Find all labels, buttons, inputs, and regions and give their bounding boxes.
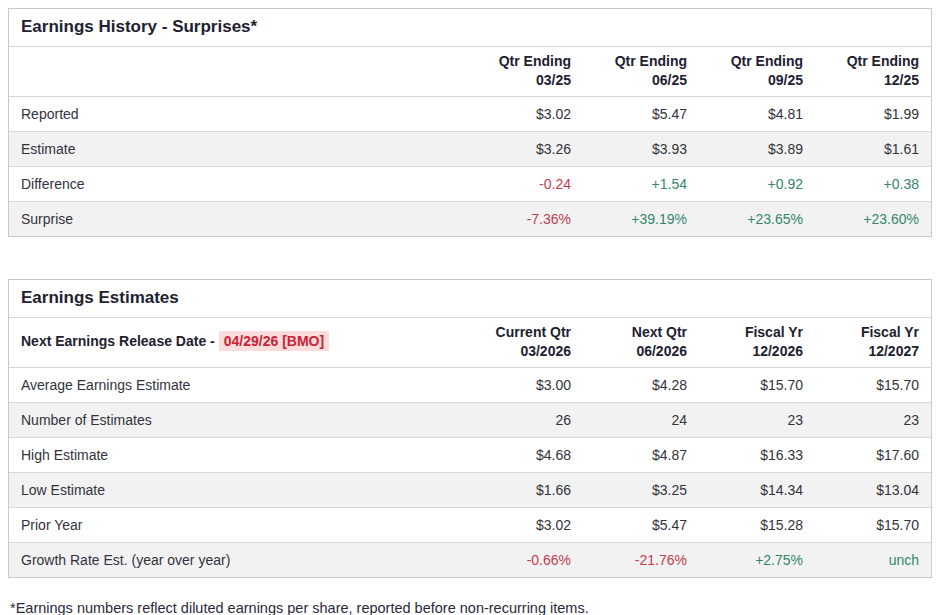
value-cell: 23 [699,402,815,437]
column-header-line1: Qtr Ending [479,52,571,71]
value-cell: -0.24 [467,166,583,201]
value-cell: +39.19% [583,201,699,236]
value-cell: +0.38 [815,166,931,201]
column-header: Qtr Ending03/25 [467,47,583,96]
value-cell: $15.70 [815,507,931,542]
earnings-history-title: Earnings History - Surprises* [9,9,931,47]
value-cell: +1.54 [583,166,699,201]
value-cell: -7.36% [467,201,583,236]
value-cell: 24 [583,402,699,437]
value-cell: $3.25 [583,472,699,507]
release-date-value: 04/29/26 [BMO] [219,331,329,351]
column-header-row: Qtr Ending03/25Qtr Ending06/25Qtr Ending… [9,47,931,96]
column-header-line1: Fiscal Yr [827,323,919,342]
value-cell: $5.47 [583,507,699,542]
table-row: Average Earnings Estimate$3.00$4.28$15.7… [9,367,931,402]
column-header: Qtr Ending06/25 [583,47,699,96]
value-cell: $3.02 [467,96,583,131]
table-row: Difference-0.24+1.54+0.92+0.38 [9,166,931,201]
value-cell: $17.60 [815,437,931,472]
table-row: Growth Rate Est. (year over year)-0.66%-… [9,542,931,577]
value-cell: $4.68 [467,437,583,472]
value-cell: $15.70 [815,367,931,402]
column-header-row: Next Earnings Release Date -04/29/26 [BM… [9,318,931,367]
value-cell: $1.66 [467,472,583,507]
release-date-label: Next Earnings Release Date - [21,333,215,349]
value-cell: +2.75% [699,542,815,577]
value-cell: 26 [467,402,583,437]
value-cell: +0.92 [699,166,815,201]
column-header-line1: Qtr Ending [827,52,919,71]
earnings-history-table: Qtr Ending03/25Qtr Ending06/25Qtr Ending… [9,47,931,236]
value-cell: $1.61 [815,131,931,166]
column-header: Qtr Ending12/25 [815,47,931,96]
value-cell: $15.28 [699,507,815,542]
row-label: High Estimate [9,437,467,472]
column-header: Fiscal Yr12/2026 [699,318,815,367]
row-label: Surprise [9,201,467,236]
column-header-line1: Next Qtr [595,323,687,342]
row-label: Low Estimate [9,472,467,507]
row-label: Difference [9,166,467,201]
column-header-line1: Fiscal Yr [711,323,803,342]
value-cell: $3.93 [583,131,699,166]
earnings-estimates-title: Earnings Estimates [9,280,931,318]
row-label: Average Earnings Estimate [9,367,467,402]
row-label: Number of Estimates [9,402,467,437]
column-header: Current Qtr03/2026 [467,318,583,367]
value-cell: -0.66% [467,542,583,577]
value-cell: $1.99 [815,96,931,131]
table-row: Number of Estimates26242323 [9,402,931,437]
table-row: Low Estimate$1.66$3.25$14.34$13.04 [9,472,931,507]
column-header-line2: 06/2026 [595,342,687,361]
column-header: Next Qtr06/2026 [583,318,699,367]
value-cell: unch [815,542,931,577]
value-cell: +23.60% [815,201,931,236]
column-header: Qtr Ending09/25 [699,47,815,96]
value-cell: $4.81 [699,96,815,131]
value-cell: +23.65% [699,201,815,236]
column-header-line2: 03/25 [479,71,571,90]
column-header: Fiscal Yr12/2027 [815,318,931,367]
table-row: Prior Year$3.02$5.47$15.28$15.70 [9,507,931,542]
header-left-cell [9,47,467,96]
row-label: Prior Year [9,507,467,542]
column-header-line1: Qtr Ending [711,52,803,71]
earnings-estimates-section: Earnings Estimates Next Earnings Release… [8,279,932,578]
value-cell: $15.70 [699,367,815,402]
column-header-line2: 09/25 [711,71,803,90]
earnings-estimates-table: Next Earnings Release Date -04/29/26 [BM… [9,318,931,577]
value-cell: $3.89 [699,131,815,166]
table-row: Reported$3.02$5.47$4.81$1.99 [9,96,931,131]
value-cell: $5.47 [583,96,699,131]
value-cell: $16.33 [699,437,815,472]
header-left-cell: Next Earnings Release Date -04/29/26 [BM… [9,318,467,367]
column-header-line2: 12/2026 [711,342,803,361]
column-header-line2: 12/25 [827,71,919,90]
row-label: Estimate [9,131,467,166]
value-cell: $4.87 [583,437,699,472]
value-cell: $4.28 [583,367,699,402]
column-header-line1: Qtr Ending [595,52,687,71]
value-cell: $3.00 [467,367,583,402]
value-cell: $3.02 [467,507,583,542]
earnings-history-section: Earnings History - Surprises* Qtr Ending… [8,8,932,237]
table-row: Estimate$3.26$3.93$3.89$1.61 [9,131,931,166]
row-label: Growth Rate Est. (year over year) [9,542,467,577]
table-row: High Estimate$4.68$4.87$16.33$17.60 [9,437,931,472]
value-cell: -21.76% [583,542,699,577]
column-header-line1: Current Qtr [479,323,571,342]
column-header-line2: 03/2026 [479,342,571,361]
earnings-footnote: *Earnings numbers reflect diluted earnin… [10,600,932,615]
value-cell: $3.26 [467,131,583,166]
table-row: Surprise-7.36%+39.19%+23.65%+23.60% [9,201,931,236]
row-label: Reported [9,96,467,131]
value-cell: $14.34 [699,472,815,507]
value-cell: $13.04 [815,472,931,507]
value-cell: 23 [815,402,931,437]
column-header-line2: 12/2027 [827,342,919,361]
column-header-line2: 06/25 [595,71,687,90]
